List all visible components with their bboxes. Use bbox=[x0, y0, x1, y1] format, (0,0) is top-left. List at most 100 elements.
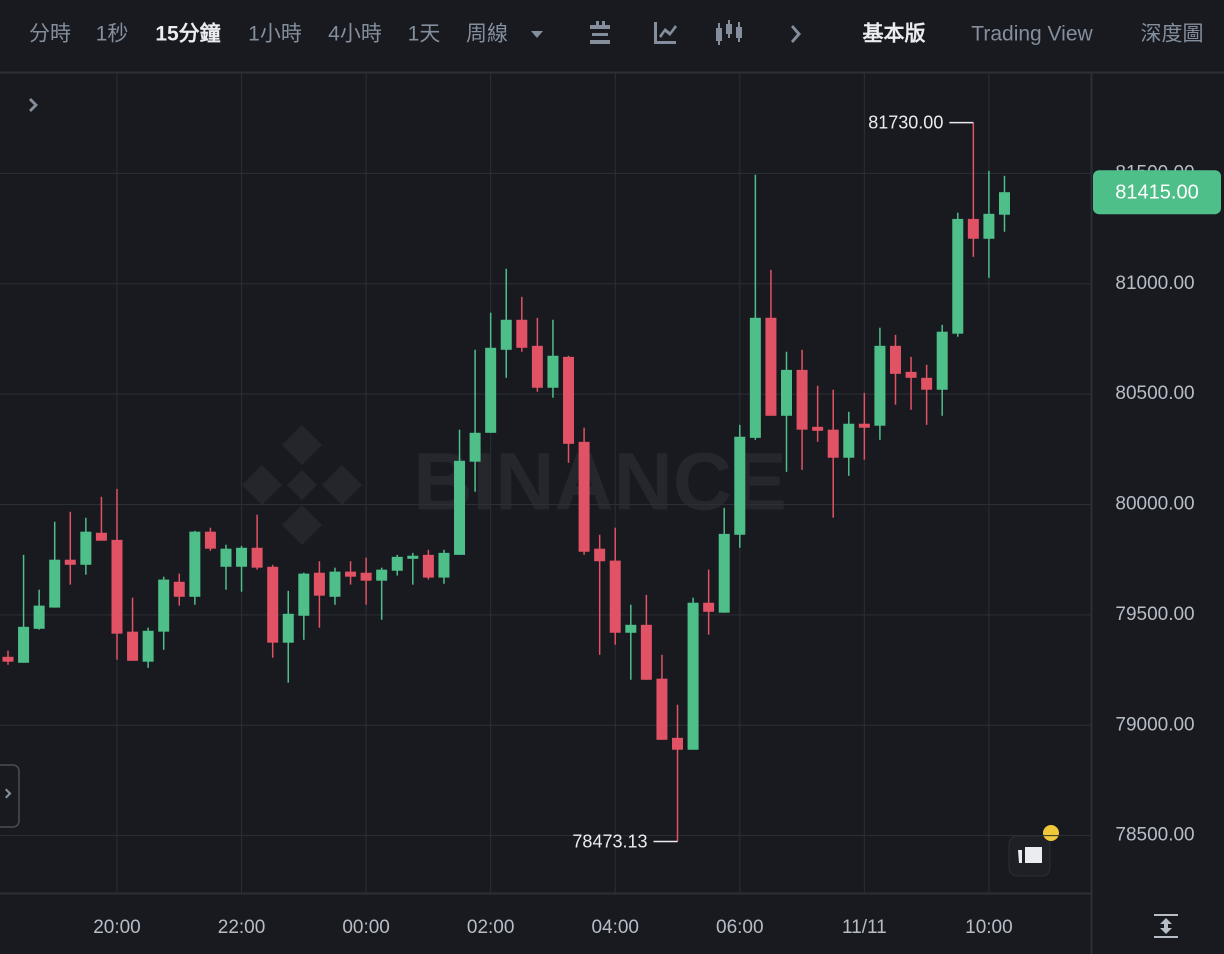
candle-body bbox=[563, 356, 575, 444]
candle-body bbox=[189, 531, 201, 597]
calendar-icon[interactable] bbox=[590, 21, 610, 44]
x-tick-label: 22:00 bbox=[218, 917, 266, 938]
indicator-icon[interactable] bbox=[654, 22, 677, 44]
candle-body bbox=[282, 613, 294, 643]
candle-body bbox=[500, 319, 512, 350]
dropdown-icon[interactable] bbox=[531, 31, 543, 38]
candle-body bbox=[905, 371, 917, 378]
candle-body bbox=[672, 737, 684, 750]
x-tick-label: 00:00 bbox=[342, 917, 390, 938]
side-tab[interactable] bbox=[0, 764, 20, 828]
high-label: 81730.00 bbox=[868, 112, 943, 132]
candle-body bbox=[796, 369, 808, 430]
candle-body bbox=[49, 559, 61, 608]
x-tick-label: 20:00 bbox=[93, 917, 141, 938]
candle-body bbox=[889, 345, 901, 374]
candle-body bbox=[843, 423, 855, 458]
candle-body bbox=[267, 566, 279, 643]
expand-icon[interactable] bbox=[29, 98, 38, 112]
candle-body bbox=[703, 602, 715, 612]
x-tick-label: 02:00 bbox=[467, 917, 515, 938]
grid bbox=[0, 73, 1091, 893]
x-tick-label: 06:00 bbox=[716, 917, 764, 938]
candle-body bbox=[734, 436, 746, 535]
candle-body bbox=[173, 581, 185, 597]
candle-body bbox=[95, 532, 107, 541]
candle-body bbox=[827, 429, 839, 458]
last-price-badge bbox=[1093, 170, 1221, 215]
candle-body bbox=[2, 656, 14, 662]
candle-body bbox=[874, 345, 886, 426]
x-tick-label: 10:00 bbox=[965, 917, 1013, 938]
annotations: 81730.00 78473.13 bbox=[572, 112, 974, 851]
interval-tab[interactable]: 1天 bbox=[408, 23, 441, 46]
candle-body bbox=[967, 218, 979, 239]
candle-body bbox=[438, 552, 450, 578]
candle-body bbox=[609, 560, 621, 633]
candle-body bbox=[158, 579, 170, 632]
view-tab[interactable]: 基本版 bbox=[863, 22, 926, 46]
candle-body bbox=[983, 213, 995, 239]
watermark-text: BINANCE bbox=[413, 437, 787, 528]
candles bbox=[2, 122, 1010, 842]
candle-body bbox=[640, 624, 652, 680]
candle-body bbox=[952, 218, 964, 334]
candle-body bbox=[921, 377, 933, 390]
candle-body bbox=[236, 547, 248, 567]
candle-body bbox=[111, 539, 123, 634]
candle-body bbox=[547, 355, 559, 388]
y-tick-label: 79000.00 bbox=[1115, 714, 1194, 735]
news-icon bbox=[1018, 847, 1042, 863]
side-tab-arrow bbox=[5, 788, 12, 799]
candle-body bbox=[407, 555, 419, 559]
notification-dot bbox=[1043, 825, 1059, 841]
view-tab[interactable]: Trading View bbox=[971, 23, 1093, 46]
candle-body bbox=[594, 548, 606, 562]
candle-body bbox=[220, 548, 232, 567]
candle-body bbox=[687, 602, 699, 750]
candle-body bbox=[765, 317, 777, 416]
candle-body bbox=[656, 678, 668, 740]
view-tab[interactable]: 深度圖 bbox=[1141, 23, 1204, 46]
last-price-label: 81415.00 bbox=[1115, 181, 1198, 203]
interval-tab[interactable]: 1小時 bbox=[248, 23, 302, 46]
y-tick-label: 80000.00 bbox=[1115, 494, 1194, 515]
candle-body bbox=[204, 531, 216, 549]
interval-tab[interactable]: 1秒 bbox=[96, 23, 129, 46]
candle-body bbox=[33, 605, 45, 629]
candle-body bbox=[313, 572, 325, 596]
interval-tab[interactable]: 分時 bbox=[29, 23, 71, 46]
interval-tab[interactable]: 15分鐘 bbox=[155, 22, 220, 46]
candle-body bbox=[298, 573, 310, 616]
candle-body bbox=[80, 531, 92, 565]
interval-tab[interactable]: 周線 bbox=[466, 23, 508, 46]
y-tick-label: 79500.00 bbox=[1115, 604, 1194, 625]
candle-body bbox=[345, 571, 357, 577]
candle-body bbox=[718, 533, 730, 613]
x-tick-label: 11/11 bbox=[842, 917, 887, 938]
toolbar: 分時 1秒 15分鐘 1小時 4小時 1天 周線 基本版 Trading View 深度圖 bbox=[29, 22, 1204, 46]
candle-icon[interactable] bbox=[716, 20, 742, 45]
candle-body bbox=[469, 432, 481, 462]
interval-tab[interactable]: 4小時 bbox=[328, 23, 382, 46]
candle-body bbox=[251, 547, 263, 568]
candle-body bbox=[749, 317, 761, 438]
x-tick-label: 04:00 bbox=[591, 917, 639, 938]
candle-body bbox=[485, 347, 497, 433]
more-icon[interactable] bbox=[791, 25, 801, 43]
candle-body bbox=[454, 460, 466, 555]
low-label: 78473.13 bbox=[572, 831, 647, 851]
candle-body bbox=[422, 554, 434, 578]
candle-body bbox=[998, 192, 1010, 215]
candle-body bbox=[781, 369, 792, 416]
candle-body bbox=[812, 426, 824, 431]
y-tick-label: 80500.00 bbox=[1115, 383, 1194, 404]
y-tick-label: 78500.00 bbox=[1115, 825, 1194, 846]
candle-body bbox=[391, 556, 403, 571]
candle-body bbox=[625, 624, 637, 633]
candle-body bbox=[376, 569, 388, 581]
candle-body bbox=[127, 631, 139, 661]
axis-fit-icon[interactable] bbox=[1154, 914, 1178, 938]
